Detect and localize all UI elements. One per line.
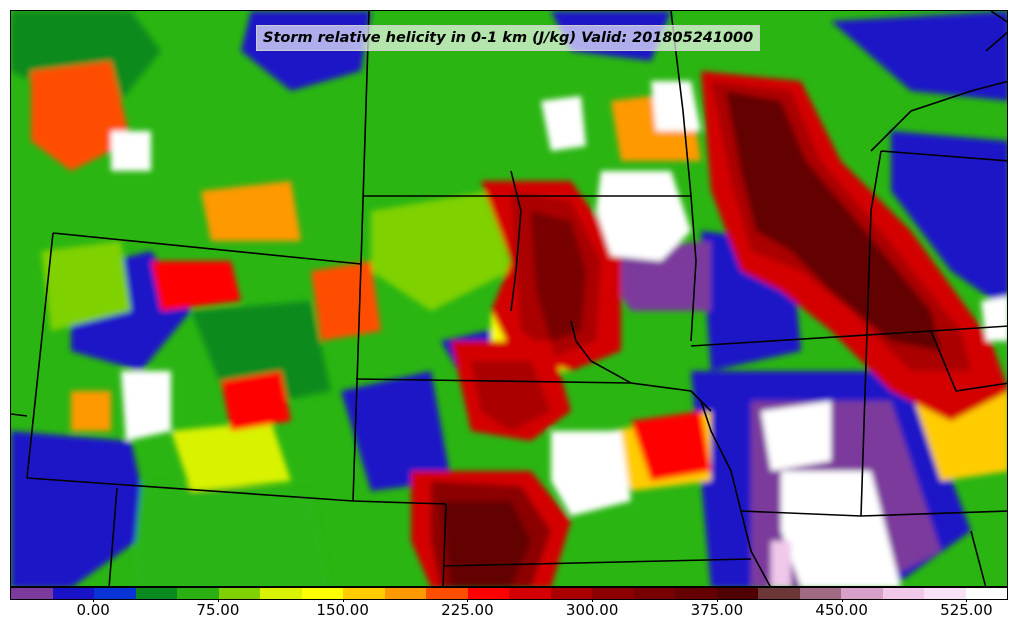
field-patch — [781, 471, 901, 586]
field-patch — [121, 371, 171, 441]
helicity-map — [11, 11, 1007, 586]
field-patch — [911, 391, 1007, 481]
boundary-line — [700, 400, 771, 586]
field-patch — [891, 131, 1007, 310]
colorbar — [10, 587, 1008, 600]
boundary-line — [52, 232, 362, 265]
colorbar-segment — [633, 588, 675, 599]
colorbar-segment — [260, 588, 302, 599]
colorbar-tick-mark — [93, 599, 95, 602]
field-patch — [11, 431, 151, 586]
colorbar-tick-mark — [841, 599, 843, 602]
boundary-line — [970, 530, 987, 586]
boundary-line — [510, 170, 522, 312]
colorbar-segment — [467, 588, 509, 599]
colorbar-segment — [218, 588, 260, 599]
field-patch — [221, 371, 291, 431]
field-patch — [541, 96, 586, 151]
field-patch — [71, 391, 111, 431]
colorbar-tick-mark — [716, 599, 718, 602]
boundary-line — [11, 413, 28, 417]
colorbar-tick-label: 150.00 — [316, 601, 369, 619]
boundary-line — [108, 487, 118, 586]
field-patch — [981, 296, 1007, 341]
colorbar-tick-label: 300.00 — [565, 601, 619, 619]
colorbar-segment — [509, 588, 551, 599]
colorbar-segment — [384, 588, 426, 599]
colorbar-tick-mark — [467, 599, 469, 602]
colorbar-tick-label: 225.00 — [441, 601, 494, 619]
colorbar-segment — [343, 588, 385, 599]
colorbar-tick-mark — [217, 599, 219, 602]
boundary-line — [880, 150, 1007, 162]
boundary-line — [630, 382, 712, 412]
field-patch — [341, 371, 451, 491]
colorbar-tick-mark — [592, 599, 594, 602]
colorbar-segment — [799, 588, 841, 599]
colorbar-segment — [135, 588, 177, 599]
boundary-line — [930, 330, 1007, 392]
field-patch — [531, 211, 586, 341]
colorbar-tick-label: 450.00 — [815, 601, 868, 619]
field-patch — [551, 431, 631, 516]
colorbar-tick-label: 0.00 — [76, 601, 110, 619]
colorbar-segment — [675, 588, 717, 599]
boundary-line — [570, 320, 632, 384]
colorbar-segment — [592, 588, 634, 599]
field-patch — [311, 261, 381, 341]
field-patch — [171, 421, 291, 491]
map-title: Storm relative helicity in 0-1 km (J/kg)… — [256, 25, 761, 51]
field-patch — [371, 191, 511, 311]
state-boundaries — [11, 11, 1007, 586]
colorbar-segment — [426, 588, 468, 599]
field-patch — [831, 11, 1007, 101]
field-patch — [111, 131, 151, 171]
field-patch — [761, 401, 831, 471]
colorbar-segment — [841, 588, 883, 599]
field-patch — [131, 481, 331, 586]
field-patch — [596, 171, 691, 261]
field-patch — [726, 91, 941, 351]
colorbar-segment — [716, 588, 758, 599]
colorbar-tick-mark — [342, 599, 344, 602]
map-panel: Storm relative helicity in 0-1 km (J/kg)… — [10, 10, 1008, 587]
boundary-line — [670, 11, 697, 342]
boundary-line — [26, 477, 354, 502]
colorbar-tick-label: 75.00 — [196, 601, 240, 619]
field-patch — [41, 241, 131, 331]
field-patch — [151, 261, 241, 311]
field-patch — [631, 411, 711, 481]
field-patch — [651, 81, 701, 131]
boundary-line — [860, 150, 882, 517]
colorbar-segment — [758, 588, 800, 599]
boundary-line — [360, 11, 370, 265]
colorbar-segment — [177, 588, 219, 599]
boundary-line — [442, 503, 447, 586]
colorbar-segment — [965, 588, 1007, 599]
boundary-line — [352, 263, 362, 502]
boundary-line — [990, 11, 1007, 23]
colorbar-segment — [301, 588, 343, 599]
colorbar-segment — [882, 588, 924, 599]
boundary-line — [352, 500, 447, 505]
colorbar-tick-labels: 0.00 75.00 150.00 225.00 300.00 375.00 450.00 5… — [10, 599, 1008, 623]
colorbar-tick-label: 525.00 — [940, 601, 993, 619]
boundary-line — [26, 232, 54, 479]
field-patch — [771, 541, 791, 586]
colorbar-segment — [94, 588, 136, 599]
boundary-line — [355, 378, 632, 384]
colorbar-segment — [550, 588, 592, 599]
boundary-line — [870, 80, 1007, 152]
colorbar-segment — [52, 588, 94, 599]
colorbar-segment — [11, 588, 53, 599]
colorbar-segment — [924, 588, 966, 599]
field-patch — [31, 61, 131, 171]
field-patch — [471, 361, 551, 431]
colorbar-tick-label: 375.00 — [690, 601, 744, 619]
field-patch — [201, 181, 301, 241]
colorbar-tick-mark — [966, 599, 968, 602]
boundary-line — [985, 31, 1007, 52]
boundary-line — [442, 558, 752, 567]
